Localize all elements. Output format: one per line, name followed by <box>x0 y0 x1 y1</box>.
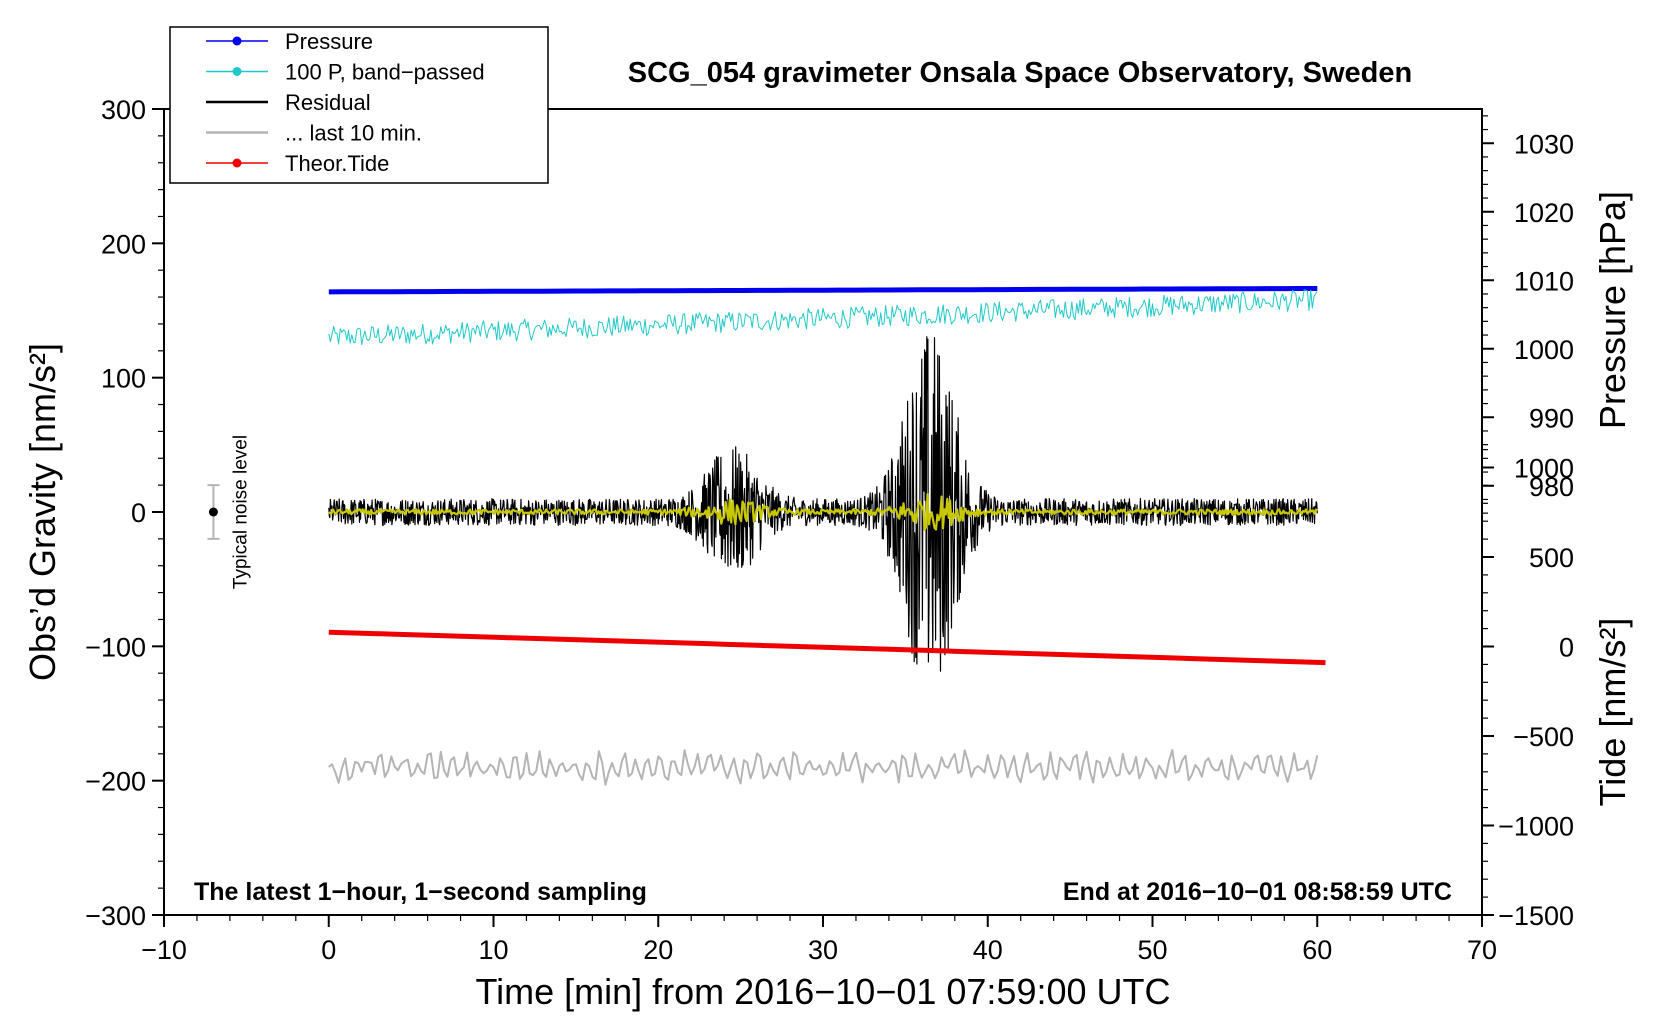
x-tick-label: −10 <box>141 935 187 965</box>
x-tick-label: 30 <box>808 935 838 965</box>
tide-tick-label: −1000 <box>1498 812 1574 842</box>
tide-tick-label: −500 <box>1513 722 1574 752</box>
tide-tick-label: 0 <box>1559 633 1574 663</box>
tide-tick-label: −1500 <box>1498 901 1574 931</box>
x-tick-label: 10 <box>478 935 508 965</box>
legend-marker <box>232 36 242 46</box>
pressure-tick-label: 1030 <box>1514 129 1574 159</box>
legend-label: Theor.Tide <box>285 151 389 176</box>
legend-label: Pressure <box>285 29 373 54</box>
series-layer <box>328 286 1326 786</box>
y-tick-label: 0 <box>131 498 146 528</box>
legend-label: ... last 10 min. <box>285 121 422 146</box>
series-100-p-band-passed <box>328 289 1318 345</box>
end-time-annotation: End at 2016−10−01 08:58:59 UTC <box>1063 878 1452 906</box>
pressure-tick-label: 980 <box>1529 472 1574 502</box>
legend-marker <box>232 67 242 76</box>
legend-marker <box>232 158 242 168</box>
x-tick-label: 40 <box>973 935 1003 965</box>
pressure-tick-label: 1020 <box>1514 198 1574 228</box>
y-tick-label: 200 <box>101 229 146 259</box>
y-tick-label: −300 <box>85 901 146 931</box>
plot-area: Typical noise level −10 0 10 20 30 40 50 60 70−3… <box>85 95 1574 965</box>
pressure-tick-label: 1010 <box>1514 266 1574 296</box>
x-tick-label: 60 <box>1302 935 1332 965</box>
pressure-axis-title: Pressure [hPa] <box>1592 191 1633 429</box>
axes-layer: −10 0 10 20 30 40 50 60 70−300−200−1000100200300… <box>85 95 1574 965</box>
series-pressure <box>328 286 1318 295</box>
y-tick-label: −200 <box>85 767 146 797</box>
series-residual <box>328 336 1318 672</box>
pressure-tick-label: 1000 <box>1514 335 1574 365</box>
tide-axis-title: Tide [nm/s²] <box>1592 618 1633 807</box>
x-tick-label: 70 <box>1467 935 1497 965</box>
noise-level-indicator: Typical noise level <box>207 435 251 589</box>
noise-bar-dot <box>208 507 218 517</box>
left-axis-title: Obs’d Gravity [nm/s²] <box>22 343 63 681</box>
y-tick-label: −100 <box>85 632 146 662</box>
noise-level-label: Typical noise level <box>230 435 251 589</box>
chart-title: SCG_054 gravimeter Onsala Space Observat… <box>628 57 1412 89</box>
y-tick-label: 100 <box>101 364 146 394</box>
sampling-annotation: The latest 1−hour, 1−second sampling <box>194 878 647 906</box>
legend: Pressure 100 P, band−passed Residual ... la… <box>169 26 549 184</box>
tide-tick-label: 1000 <box>1514 454 1574 484</box>
x-tick-label: 0 <box>321 935 336 965</box>
tide-tick-label: 500 <box>1529 543 1574 573</box>
x-tick-label: 20 <box>643 935 673 965</box>
series-last-10-min <box>328 749 1319 786</box>
pressure-tick-label: 990 <box>1529 403 1574 433</box>
legend-box <box>169 26 549 184</box>
x-axis-title: Time [min] from 2016−10−01 07:59:00 UTC <box>475 971 1170 1012</box>
legend-label: 100 P, band−passed <box>285 60 485 85</box>
x-tick-label: 50 <box>1137 935 1167 965</box>
legend-items: Pressure 100 P, band−passed Residual ... la… <box>206 29 485 176</box>
legend-label: Residual <box>285 90 371 115</box>
y-tick-label: 300 <box>101 95 146 125</box>
series-theor-tide <box>328 629 1326 666</box>
series-residual-smoothed <box>328 493 1318 532</box>
